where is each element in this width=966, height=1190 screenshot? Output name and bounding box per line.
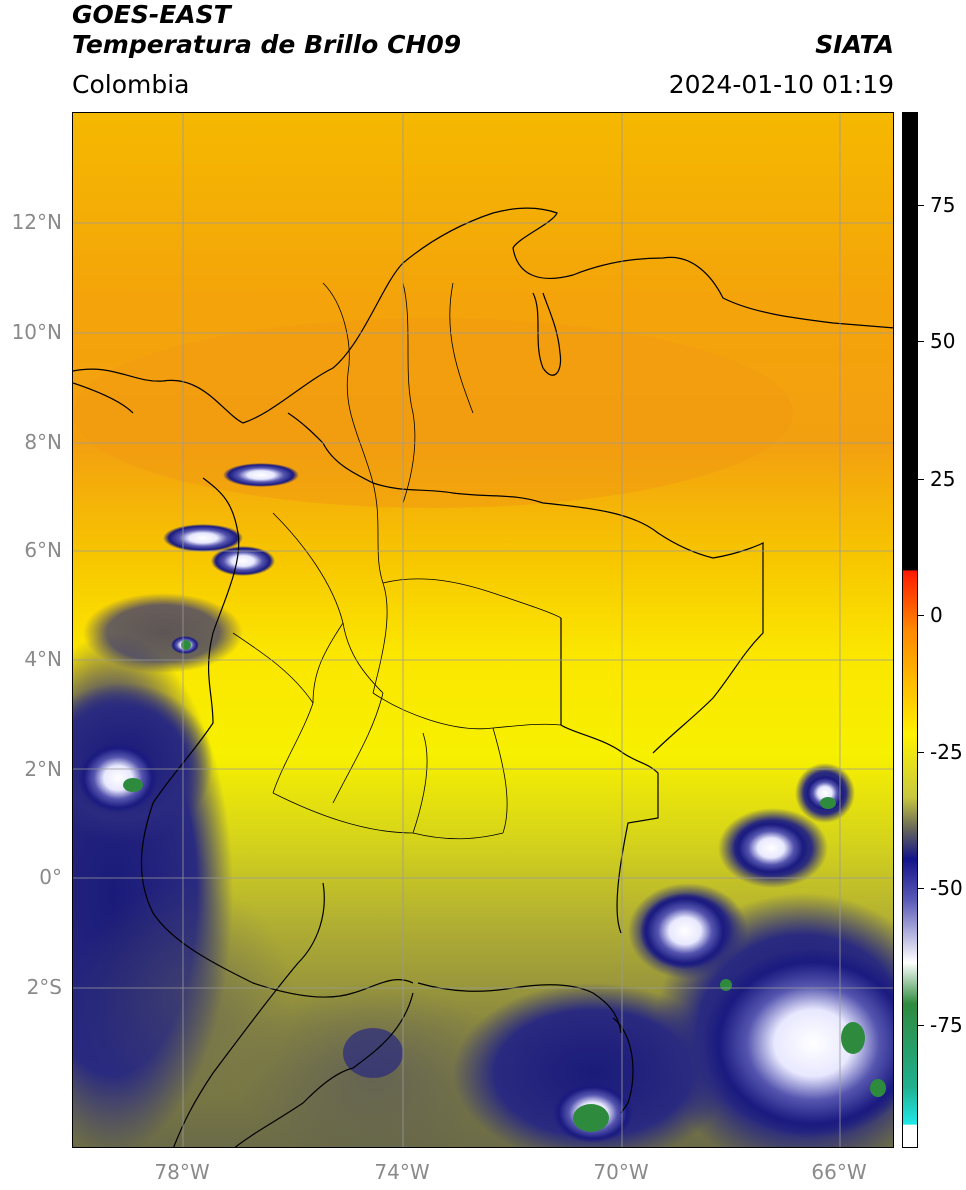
lon-label-66w: 66°W [811, 1160, 867, 1184]
southern-cloud-field [233, 893, 893, 1147]
cbar-tick-50 [918, 341, 924, 342]
lat-label-0: 0° [39, 865, 62, 889]
cbar-label-75: 75 [930, 193, 956, 217]
cbar-label-m25: -25 [930, 740, 963, 764]
cbar-label-0: 0 [930, 603, 943, 627]
colorbar-gradient [903, 113, 917, 1147]
cbar-tick-m50 [918, 888, 924, 889]
cbar-label-m75: -75 [930, 1013, 963, 1037]
lat-label-8n: 8°N [24, 430, 62, 454]
lon-label-74w: 74°W [374, 1160, 430, 1184]
cbar-label-50: 50 [930, 329, 956, 353]
department-borders [232, 282, 562, 840]
cold-cores [123, 640, 886, 1132]
country-borders [73, 207, 893, 1147]
cbar-tick-m25 [918, 752, 924, 753]
product-title: Temperatura de Brillo CH09 [72, 30, 462, 59]
lat-label-10n: 10°N [11, 320, 62, 344]
lon-label-70w: 70°W [593, 1160, 649, 1184]
cbar-label-25: 25 [930, 467, 956, 491]
satellite-map[interactable] [72, 112, 894, 1148]
cbar-tick-25 [918, 479, 924, 480]
lat-label-2s: 2°S [26, 975, 62, 999]
colorbar [902, 112, 918, 1148]
lat-label-12n: 12°N [11, 210, 62, 234]
lat-label-4n: 4°N [24, 647, 62, 671]
lat-label-2n: 2°N [24, 757, 62, 781]
cbar-tick-0 [918, 615, 924, 616]
lon-label-78w: 78°W [154, 1160, 210, 1184]
org-label: SIATA [815, 30, 894, 59]
cbar-label-m50: -50 [930, 876, 963, 900]
satellite-title: GOES-EAST [72, 0, 231, 29]
lat-label-6n: 6°N [24, 538, 62, 562]
graticule [73, 113, 893, 1147]
cbar-tick-75 [918, 205, 924, 206]
cbar-tick-m75 [918, 1025, 924, 1026]
warm-band [73, 318, 793, 508]
datetime-label: 2024-01-10 01:19 [668, 70, 894, 99]
map-canvas [73, 113, 893, 1147]
region-label: Colombia [72, 70, 190, 99]
